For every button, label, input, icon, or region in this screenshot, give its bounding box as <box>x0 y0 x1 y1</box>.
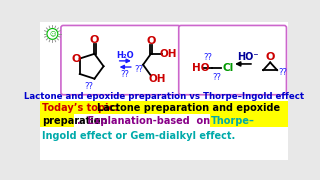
Text: H₂O: H₂O <box>116 51 134 60</box>
FancyBboxPatch shape <box>40 99 288 160</box>
Circle shape <box>47 28 58 39</box>
Text: Lactone preparation and epoxide: Lactone preparation and epoxide <box>97 103 280 113</box>
Text: OH: OH <box>148 74 166 84</box>
Text: Today’s topic:: Today’s topic: <box>42 103 119 113</box>
Text: Thorpe–: Thorpe– <box>211 116 254 126</box>
FancyBboxPatch shape <box>179 25 286 95</box>
Text: O: O <box>266 52 275 62</box>
Text: ??: ?? <box>278 68 287 77</box>
Text: ??: ?? <box>121 70 130 79</box>
Text: O: O <box>72 54 81 64</box>
Text: ☺: ☺ <box>49 32 56 37</box>
FancyBboxPatch shape <box>40 114 288 127</box>
Text: Cl: Cl <box>223 63 234 73</box>
Text: Ingold effect or Gem-dialkyl effect.: Ingold effect or Gem-dialkyl effect. <box>42 130 236 141</box>
FancyBboxPatch shape <box>40 22 288 99</box>
Text: HO⁻: HO⁻ <box>237 52 259 62</box>
FancyBboxPatch shape <box>40 101 288 114</box>
Text: preparation: preparation <box>42 116 108 126</box>
Text: O: O <box>146 36 156 46</box>
FancyBboxPatch shape <box>74 114 210 127</box>
Text: O: O <box>90 35 99 45</box>
Text: ??: ?? <box>134 65 143 74</box>
Text: HO: HO <box>192 63 209 73</box>
Text: Lactone and epoxide preparation vs Thorpe–Ingold effect: Lactone and epoxide preparation vs Thorp… <box>24 92 304 101</box>
Text: ??: ?? <box>212 73 221 82</box>
Text: ??: ?? <box>84 82 93 91</box>
Text: ??: ?? <box>203 53 212 62</box>
Text: OH: OH <box>159 49 177 59</box>
FancyBboxPatch shape <box>61 25 180 95</box>
Text: .  Explanation-based  on: . Explanation-based on <box>77 116 217 126</box>
